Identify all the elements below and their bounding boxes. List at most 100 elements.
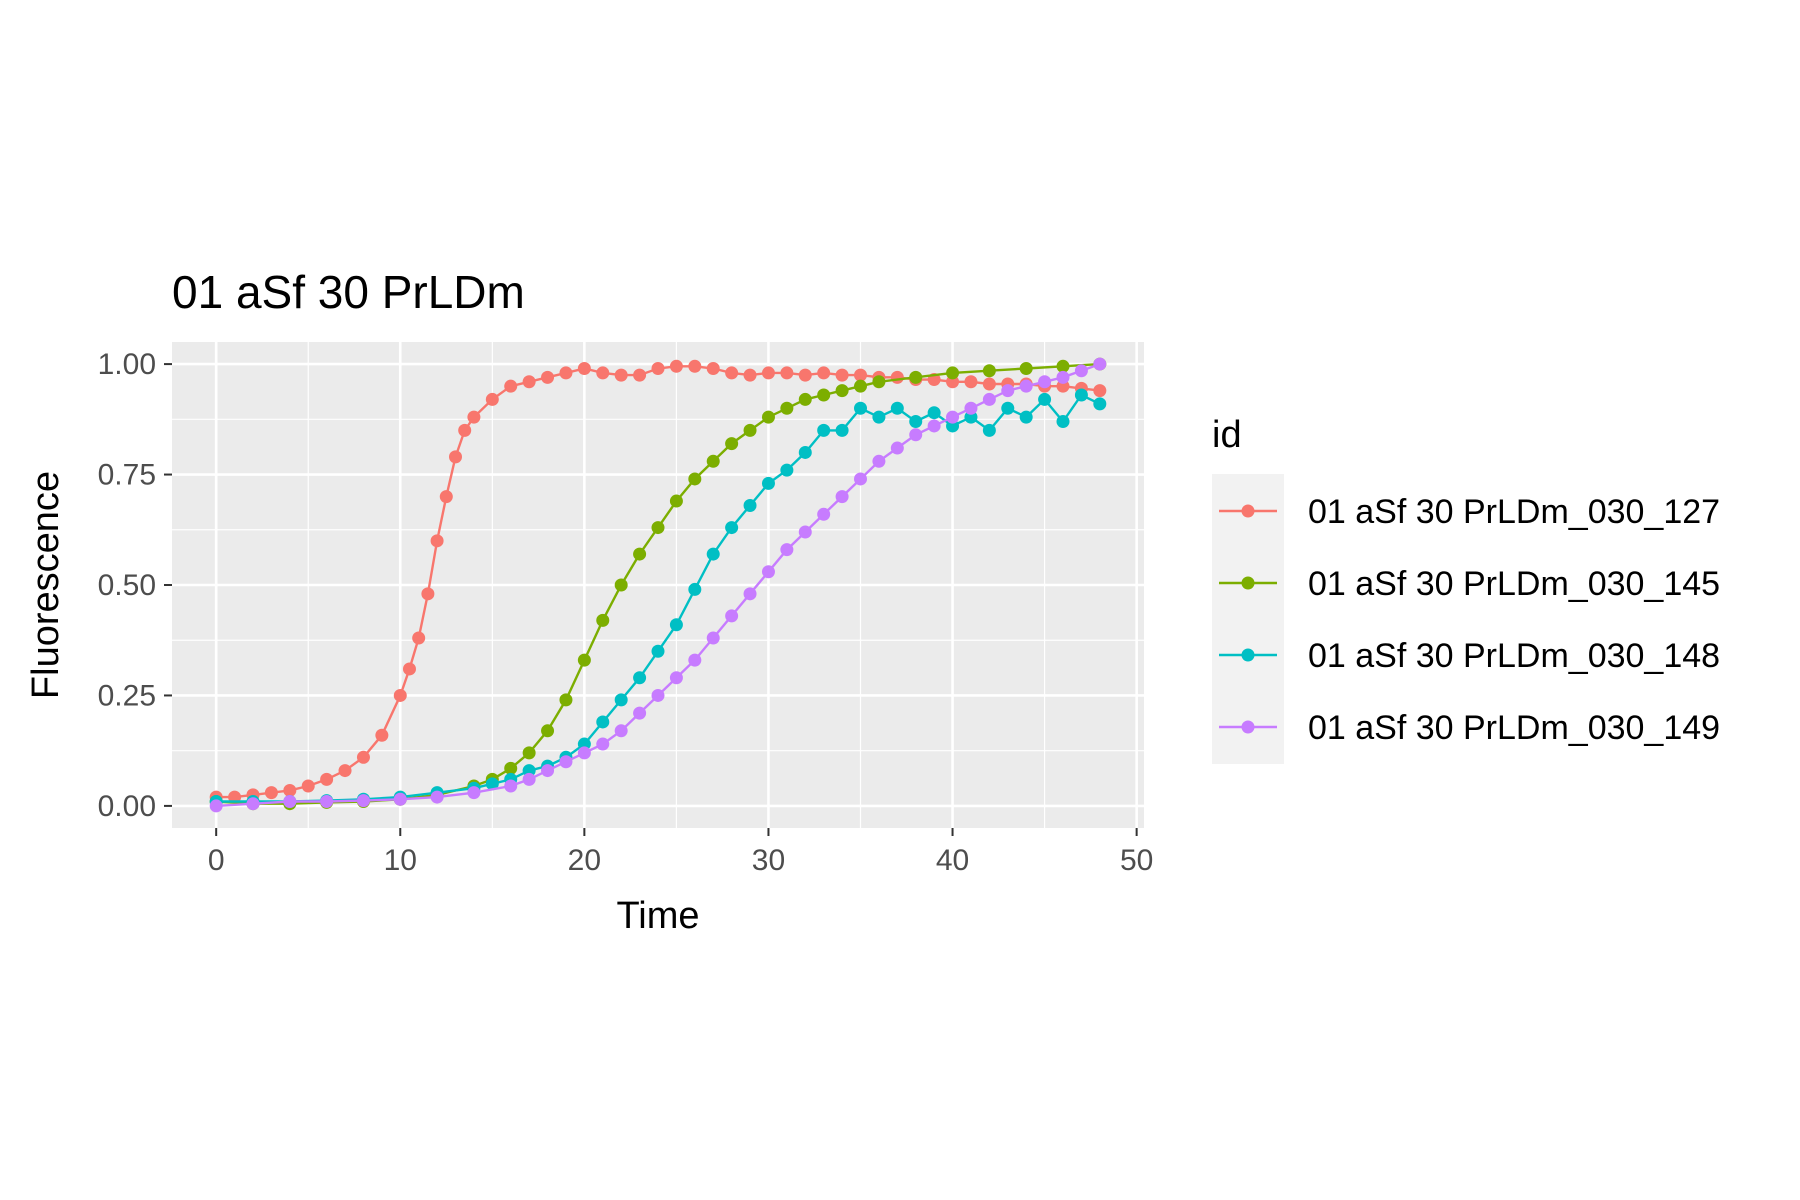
- data-point: [706, 631, 720, 645]
- data-point: [633, 368, 647, 382]
- data-point: [651, 688, 665, 702]
- data-point: [817, 423, 831, 437]
- data-point: [1038, 392, 1052, 406]
- data-point: [559, 366, 573, 380]
- data-point: [449, 450, 462, 464]
- legend-key-point: [1241, 504, 1255, 518]
- legend-key-point: [1241, 648, 1255, 662]
- data-point: [761, 366, 775, 380]
- data-point: [430, 534, 444, 548]
- y-tick-label: 0.00: [98, 790, 156, 823]
- data-point: [982, 423, 996, 437]
- data-point: [402, 662, 416, 676]
- legend-label: 01 aSf 30 PrLDm_030_148: [1308, 637, 1720, 675]
- data-point: [651, 644, 665, 658]
- legend-title: id: [1212, 414, 1242, 456]
- data-point: [854, 379, 867, 393]
- data-point: [927, 419, 941, 433]
- x-tick-label: 0: [208, 844, 225, 877]
- x-tick-label: 50: [1120, 844, 1153, 877]
- data-point: [1019, 379, 1033, 393]
- data-point: [1074, 388, 1088, 402]
- data-point: [817, 507, 831, 521]
- legend-label: 01 aSf 30 PrLDm_030_127: [1308, 493, 1720, 531]
- y-tick-label: 0.25: [98, 679, 156, 712]
- data-point: [338, 764, 352, 778]
- data-point: [872, 410, 886, 424]
- data-point: [725, 609, 739, 623]
- data-point: [1093, 384, 1107, 398]
- legend-label: 01 aSf 30 PrLDm_030_149: [1308, 709, 1720, 747]
- data-point: [541, 724, 555, 738]
- data-point: [706, 547, 720, 561]
- legend-item: 01 aSf 30 PrLDm_030_145: [1219, 565, 1720, 603]
- data-point: [246, 797, 260, 811]
- data-point: [669, 359, 683, 373]
- data-point: [264, 786, 278, 800]
- data-point: [1093, 357, 1107, 371]
- data-point: [633, 671, 647, 685]
- axes-layer: 0 10 20 30 40 50 0.00 0.25 0.50 0.75 1.00: [98, 348, 1154, 877]
- series-layer: [209, 357, 1107, 813]
- data-point: [522, 375, 536, 389]
- data-point: [504, 761, 518, 775]
- data-point: [375, 728, 389, 742]
- data-point: [725, 437, 739, 451]
- legend-item: 01 aSf 30 PrLDm_030_148: [1219, 637, 1720, 675]
- data-point: [1056, 415, 1070, 429]
- data-point: [890, 401, 904, 415]
- data-point: [596, 613, 610, 627]
- x-tick-label: 20: [568, 844, 601, 877]
- data-point: [688, 472, 702, 486]
- data-point: [909, 415, 923, 429]
- data-point: [743, 498, 757, 512]
- data-point: [485, 777, 499, 791]
- data-point: [1019, 362, 1033, 376]
- data-point: [522, 772, 536, 786]
- data-point: [982, 364, 996, 378]
- data-point: [798, 392, 812, 406]
- data-point: [761, 410, 775, 424]
- x-axis-title: Time: [616, 895, 699, 937]
- data-point: [1056, 359, 1070, 373]
- data-point: [946, 366, 960, 380]
- data-point: [854, 368, 867, 382]
- data-point: [798, 368, 812, 382]
- legend-key-point: [1241, 576, 1255, 590]
- data-point: [504, 379, 518, 393]
- data-point: [430, 790, 444, 804]
- y-tick-label: 1.00: [98, 348, 156, 381]
- data-point: [577, 653, 591, 667]
- data-point: [467, 410, 481, 424]
- data-point: [835, 490, 849, 504]
- legend-key-point: [1241, 720, 1255, 734]
- data-point: [725, 366, 739, 380]
- data-point: [835, 384, 849, 398]
- grid-lines: [172, 342, 1144, 828]
- data-point: [982, 377, 996, 391]
- data-point: [393, 688, 407, 702]
- data-point: [669, 618, 683, 632]
- legend: id 01 aSf 30 PrLDm_030_127 01 aSf 30 PrLD…: [1212, 414, 1720, 764]
- data-point: [467, 786, 481, 800]
- data-point: [780, 543, 794, 557]
- data-point: [596, 366, 610, 380]
- data-point: [909, 428, 923, 442]
- series-4: [209, 357, 1107, 813]
- data-point: [412, 631, 426, 645]
- data-point: [1019, 410, 1033, 424]
- data-point: [761, 476, 775, 490]
- data-point: [872, 454, 886, 468]
- data-point: [669, 671, 683, 685]
- data-point: [817, 366, 831, 380]
- legend-label: 01 aSf 30 PrLDm_030_145: [1308, 565, 1720, 603]
- y-axis-title: Fluorescence: [25, 471, 67, 699]
- data-point: [356, 750, 370, 764]
- data-point: [421, 587, 435, 601]
- data-point: [890, 370, 904, 384]
- data-point: [209, 799, 223, 813]
- data-point: [1074, 364, 1088, 378]
- data-point: [706, 362, 720, 376]
- data-point: [688, 653, 702, 667]
